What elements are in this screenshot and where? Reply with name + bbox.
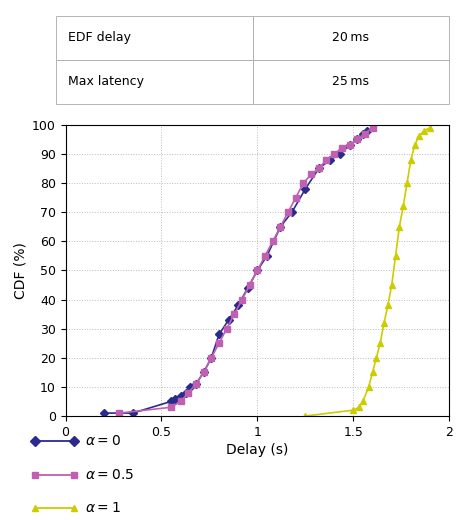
Text: $\alpha = 0.5$: $\alpha = 0.5$ bbox=[85, 467, 134, 482]
X-axis label: Delay (s): Delay (s) bbox=[226, 443, 289, 457]
Text: $\alpha = 1$: $\alpha = 1$ bbox=[85, 501, 121, 515]
Y-axis label: CDF (%): CDF (%) bbox=[14, 242, 28, 299]
Text: $\alpha = 0$: $\alpha = 0$ bbox=[85, 434, 121, 448]
